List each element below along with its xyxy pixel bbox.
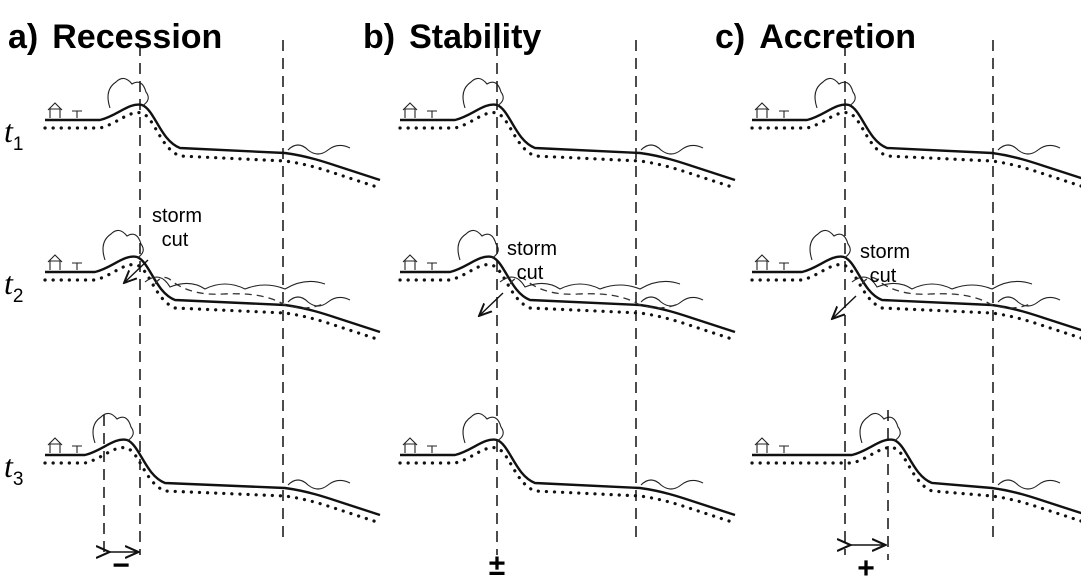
vegetation xyxy=(814,77,856,109)
panel-label: c) xyxy=(715,18,745,56)
change-symbol: ± xyxy=(489,549,505,576)
change-symbol: + xyxy=(857,552,875,576)
wave xyxy=(640,144,704,155)
wave xyxy=(997,144,1061,155)
profile-dots xyxy=(750,446,1081,523)
storm-label: cut xyxy=(517,262,544,284)
wave xyxy=(640,479,704,490)
wave xyxy=(499,276,681,290)
storm-water xyxy=(861,276,1031,309)
wave xyxy=(640,296,704,307)
wave xyxy=(144,276,326,290)
house xyxy=(402,254,437,270)
time-subscript: 3 xyxy=(13,469,24,490)
vegetation xyxy=(462,412,504,444)
profile-dots xyxy=(750,111,1081,188)
time-label: t3 xyxy=(4,448,23,490)
storm-water xyxy=(154,276,324,309)
vegetation xyxy=(102,229,144,261)
wave xyxy=(287,144,351,155)
time-subscript: 2 xyxy=(13,286,24,307)
vegetation xyxy=(462,77,504,109)
house xyxy=(47,254,82,270)
profile-dots xyxy=(398,446,737,525)
storm-label: cut xyxy=(870,265,897,287)
profile xyxy=(752,255,1081,332)
house xyxy=(47,437,82,453)
profile xyxy=(752,103,1081,180)
profile-dots xyxy=(398,263,737,342)
profile xyxy=(400,255,736,334)
wave xyxy=(287,479,351,490)
panel-label: b) xyxy=(363,18,395,56)
vegetation xyxy=(92,412,134,444)
profile-dots xyxy=(398,111,737,190)
arrow xyxy=(480,292,504,315)
panel-label: a) xyxy=(8,18,38,56)
profile xyxy=(45,255,381,334)
house xyxy=(754,437,789,453)
time-letter: t xyxy=(4,265,14,301)
arrow xyxy=(125,259,149,282)
panel-name: Stability xyxy=(409,18,541,56)
house xyxy=(402,437,437,453)
storm-label: cut xyxy=(162,229,189,251)
wave xyxy=(997,296,1061,307)
profile xyxy=(400,438,736,517)
arrow xyxy=(833,295,857,318)
storm-label: storm xyxy=(152,205,202,227)
profile-dots xyxy=(43,111,382,190)
vegetation xyxy=(809,229,851,261)
wave xyxy=(287,296,351,307)
wave xyxy=(997,479,1061,490)
storm-label: storm xyxy=(507,238,557,260)
vegetation xyxy=(107,77,149,109)
profile xyxy=(45,103,381,182)
profile-dots xyxy=(43,263,382,342)
change-symbol: − xyxy=(112,549,130,576)
panel-title: a) Recession xyxy=(8,18,222,56)
house xyxy=(47,102,82,118)
panel-title: b) Stability xyxy=(363,18,541,56)
time-subscript: 1 xyxy=(13,134,24,155)
panel-title: c) Accretion xyxy=(715,18,916,56)
house xyxy=(402,102,437,118)
panel-name: Accretion xyxy=(759,18,916,56)
profile xyxy=(45,438,381,517)
time-letter: t xyxy=(4,448,14,484)
profile xyxy=(400,103,736,182)
storm-label: storm xyxy=(860,241,910,263)
storm-water xyxy=(509,276,679,309)
house xyxy=(754,254,789,270)
time-label: t1 xyxy=(4,113,23,155)
time-label: t2 xyxy=(4,265,23,307)
house xyxy=(754,102,789,118)
profile xyxy=(752,438,1081,515)
vegetation xyxy=(859,412,901,444)
profile-dots xyxy=(750,263,1081,340)
wave xyxy=(851,276,1033,290)
vegetation xyxy=(457,229,499,261)
panel-name: Recession xyxy=(52,18,222,56)
time-letter: t xyxy=(4,113,14,149)
